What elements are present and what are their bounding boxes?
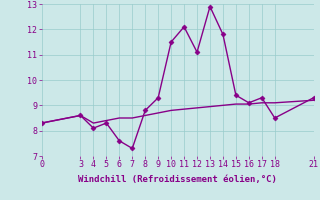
X-axis label: Windchill (Refroidissement éolien,°C): Windchill (Refroidissement éolien,°C) <box>78 175 277 184</box>
